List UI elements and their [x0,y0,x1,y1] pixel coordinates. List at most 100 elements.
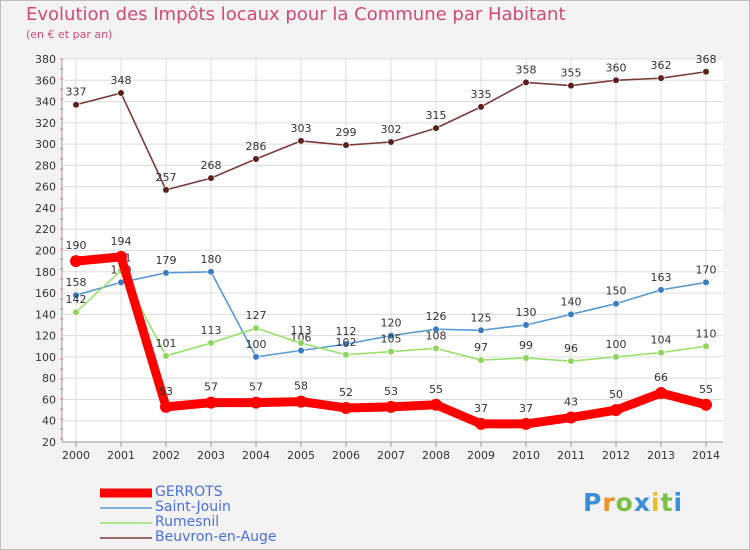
data-label-beuvron-en-auge: 257 [156,171,177,184]
data-label-gerrots: 50 [609,388,623,401]
data-point-rumesnil [72,308,80,316]
data-label-gerrots: 37 [519,402,533,415]
y-tick-label: 360 [35,74,56,87]
data-label-saint-jouin: 170 [696,263,717,276]
data-label-rumesnil: 110 [696,327,717,340]
data-point-beuvron-en-auge [117,89,125,97]
x-tick-label: 2007 [377,449,405,462]
data-label-rumesnil: 113 [201,324,222,337]
data-point-saint-jouin [612,300,620,308]
x-tick-label: 2002 [152,449,180,462]
data-label-beuvron-en-auge: 355 [561,67,582,80]
y-tick-label: 340 [35,96,56,109]
data-label-beuvron-en-auge: 360 [606,61,627,74]
data-label-beuvron-en-auge: 362 [651,59,672,72]
data-point-beuvron-en-auge [432,124,440,132]
data-point-beuvron-en-auge [702,68,710,76]
data-label-beuvron-en-auge: 337 [66,86,87,99]
y-tick-label: 240 [35,202,56,215]
data-point-saint-jouin [432,325,440,333]
x-tick-label: 2006 [332,449,360,462]
data-label-rumesnil: 108 [426,329,447,342]
data-label-beuvron-en-auge: 268 [201,159,222,172]
y-tick-label: 180 [35,266,56,279]
x-tick-label: 2008 [422,449,450,462]
data-point-rumesnil [342,351,350,359]
y-tick-label: 120 [35,330,56,343]
data-point-beuvron-en-auge [567,81,575,90]
legend-label: Rumesnil [155,514,220,530]
data-point-rumesnil [702,342,710,350]
data-label-beuvron-en-auge: 368 [696,53,717,66]
data-point-rumesnil [207,339,215,347]
data-point-rumesnil [657,349,665,357]
y-tick-label: 100 [35,351,56,364]
y-tick-label: 260 [35,181,56,194]
legend-label: GERROTS [155,484,223,500]
y-tick-label: 320 [35,117,56,130]
data-label-saint-jouin: 126 [426,310,447,323]
x-tick-label: 2014 [692,449,720,462]
data-point-gerrots [250,396,262,409]
data-point-gerrots [520,417,532,430]
chart-title: Evolution des Impôts locaux pour la Comm… [26,4,566,25]
x-tick-label: 2013 [647,449,675,462]
data-label-rumesnil: 100 [606,338,627,351]
data-point-saint-jouin [207,268,215,276]
logo-letter: P [583,488,603,517]
y-tick-label: 60 [42,393,56,406]
data-label-gerrots: 55 [699,383,713,396]
data-point-gerrots [205,396,217,409]
x-tick-label: 2001 [107,449,135,462]
data-point-beuvron-en-auge [477,103,485,111]
data-label-saint-jouin: 120 [381,317,402,330]
data-label-gerrots: 194 [111,235,132,248]
data-label-saint-jouin: 158 [66,276,87,289]
data-label-saint-jouin: 150 [606,285,627,298]
data-point-saint-jouin [567,310,575,318]
data-label-gerrots: 58 [294,380,308,393]
data-label-beuvron-en-auge: 335 [471,88,492,101]
data-point-beuvron-en-auge [342,141,350,149]
y-tick-label: 160 [35,287,56,300]
data-label-saint-jouin: 179 [156,254,177,267]
data-point-saint-jouin [477,326,485,334]
logo-letter: x [633,488,651,517]
data-label-beuvron-en-auge: 315 [426,109,447,122]
y-tick-label: 280 [35,159,56,172]
y-tick-label: 80 [42,372,56,385]
proxiti-logo: Proxiti [583,488,683,517]
data-point-rumesnil [387,347,395,356]
data-point-rumesnil [432,344,440,352]
x-tick-label: 2011 [557,449,585,462]
data-point-saint-jouin [72,291,80,299]
data-point-gerrots [610,404,622,417]
data-point-saint-jouin [342,340,350,348]
data-point-saint-jouin [387,332,395,340]
legend-label: Beuvron-en-Auge [155,529,277,545]
data-label-rumesnil: 102 [336,336,357,349]
data-label-gerrots: 66 [654,371,668,384]
data-label-rumesnil: 105 [381,333,402,346]
data-label-gerrots: 190 [66,239,87,252]
data-label-beuvron-en-auge: 348 [111,74,132,87]
data-point-beuvron-en-auge [207,174,215,182]
data-label-rumesnil: 142 [66,293,87,306]
y-tick-label: 140 [35,308,56,321]
data-point-saint-jouin [522,321,530,329]
data-point-gerrots [295,395,307,408]
data-label-rumesnil: 99 [519,339,533,352]
data-label-gerrots: 37 [474,402,488,415]
data-point-beuvron-en-auge [387,138,395,146]
data-point-beuvron-en-auge [297,137,305,145]
data-label-gerrots: 55 [429,383,443,396]
data-label-rumesnil: 127 [246,309,267,322]
data-label-gerrots: 53 [384,385,398,398]
data-label-beuvron-en-auge: 302 [381,123,402,136]
data-label-beuvron-en-auge: 299 [336,126,357,139]
logo-letter: i [651,488,661,517]
data-label-saint-jouin: 100 [246,338,267,351]
chart-subtitle: (en € et par an) [26,28,113,41]
data-point-saint-jouin [297,346,305,355]
legend-label: Saint-Jouin [155,499,231,515]
